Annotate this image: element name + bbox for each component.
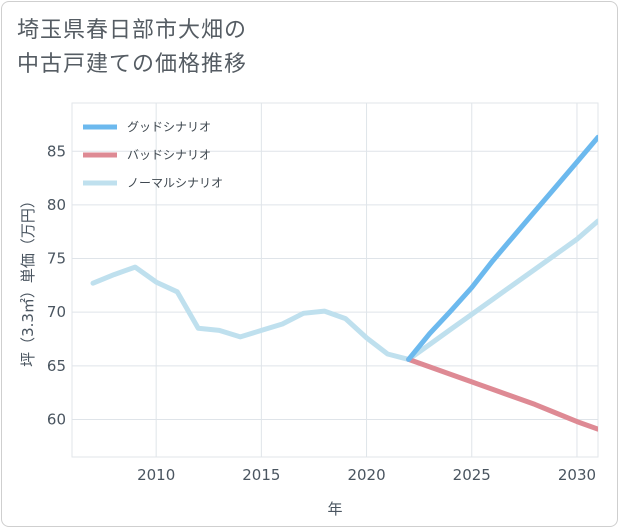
legend-item-good[interactable]: グッドシナリオ bbox=[83, 120, 211, 134]
y-tick-label: 75 bbox=[47, 250, 66, 268]
y-axis-title: 坪（3.3㎡）単価（万円） bbox=[19, 193, 37, 367]
x-tick-label: 2020 bbox=[347, 466, 385, 484]
x-tick-label: 2025 bbox=[453, 466, 491, 484]
legend-item-bad[interactable]: バッドシナリオ bbox=[83, 148, 211, 162]
chart-title: 埼玉県春日部市大畑の 中古戸建ての価格推移 bbox=[17, 14, 247, 82]
legend-item-normal[interactable]: ノーマルシナリオ bbox=[83, 176, 223, 190]
series-lines bbox=[90, 134, 598, 432]
y-tick-label: 80 bbox=[47, 196, 66, 214]
legend-label: ノーマルシナリオ bbox=[127, 176, 223, 190]
series-line-bad bbox=[406, 356, 598, 432]
x-tick-label: 2010 bbox=[137, 466, 175, 484]
grid-lines bbox=[72, 103, 598, 457]
x-tick-label: 2015 bbox=[242, 466, 280, 484]
x-axis-title: 年 bbox=[327, 500, 342, 518]
legend-label: グッドシナリオ bbox=[127, 120, 211, 134]
y-tick-label: 85 bbox=[47, 142, 66, 160]
y-tick-label: 60 bbox=[47, 410, 66, 428]
x-tick-label: 2030 bbox=[558, 466, 596, 484]
legend-label: バッドシナリオ bbox=[127, 148, 211, 162]
tick-labels: 2010 2015 2020 2025 2030 60 65 70 75 80 85 bbox=[47, 142, 596, 484]
series-line-normal bbox=[90, 218, 598, 362]
y-tick-label: 70 bbox=[47, 303, 66, 321]
chart-title-line-1: 埼玉県春日部市大畑の bbox=[17, 18, 248, 43]
series-line-good bbox=[406, 134, 598, 362]
chart-title-line-2: 中古戸建ての価格推移 bbox=[17, 52, 248, 77]
y-tick-label: 65 bbox=[47, 357, 66, 375]
